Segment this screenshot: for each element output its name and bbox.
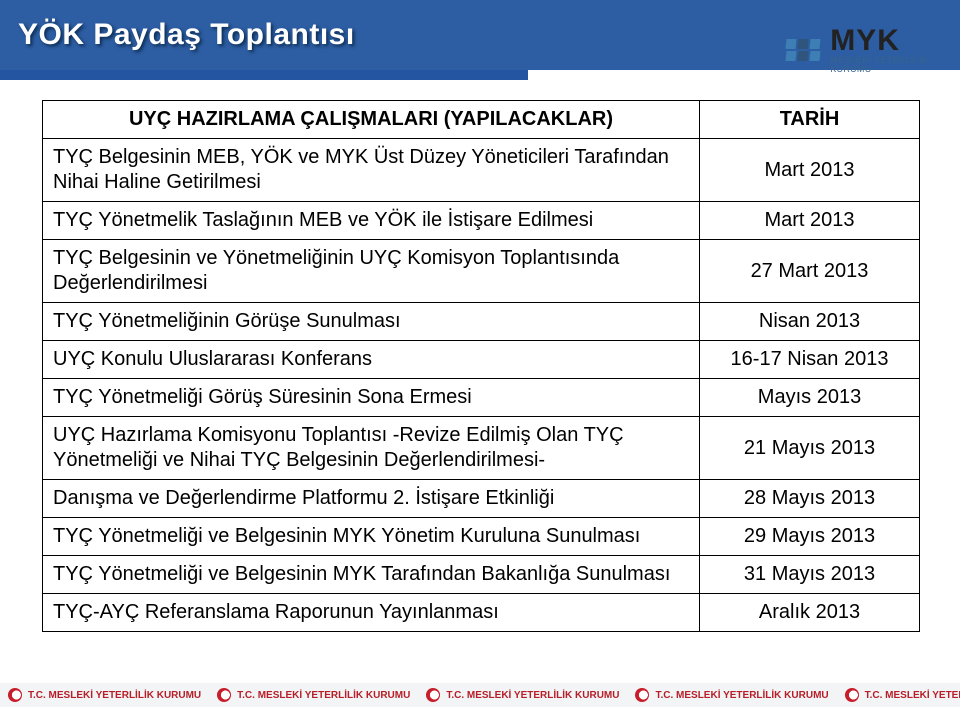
activity-cell: TYÇ Yönetmeliği Görüş Süresinin Sona Erm… xyxy=(43,379,700,417)
table-header-row: UYÇ HAZIRLAMA ÇALIŞMALARI (YAPILACAKLAR)… xyxy=(43,101,920,139)
slide: YÖK Paydaş Toplantısı MYK MESLEKİ YETERL… xyxy=(0,0,960,707)
table-header-date: TARİH xyxy=(700,101,920,139)
footer-item: T.C. MESLEKİ YETERLİLİK KURUMU xyxy=(837,688,960,702)
footer-label: T.C. MESLEKİ YETERLİLİK KURUMU xyxy=(28,690,201,701)
logo-mark-icon xyxy=(786,39,820,61)
table-row: TYÇ Yönetmeliği Görüş Süresinin Sona Erm… xyxy=(43,379,920,417)
table-row: UYÇ Hazırlama Komisyonu Toplantısı -Revi… xyxy=(43,417,920,480)
footer-item: T.C. MESLEKİ YETERLİLİK KURUMU xyxy=(0,688,209,702)
crescent-icon xyxy=(635,688,649,702)
banner-title: YÖK Paydaş Toplantısı xyxy=(18,18,355,52)
activity-cell: TYÇ Yönetmeliğinin Görüşe Sunulması xyxy=(43,303,700,341)
date-cell: 31 Mayıs 2013 xyxy=(700,556,920,594)
table-row: TYÇ Yönetmeliği ve Belgesinin MYK Tarafı… xyxy=(43,556,920,594)
date-cell: 28 Mayıs 2013 xyxy=(700,480,920,518)
activity-cell: TYÇ Belgesinin ve Yönetmeliğinin UYÇ Kom… xyxy=(43,240,700,303)
table-row: TYÇ-AYÇ Referanslama Raporunun Yayınlanm… xyxy=(43,594,920,632)
date-cell: Mart 2013 xyxy=(700,139,920,202)
date-cell: 27 Mart 2013 xyxy=(700,240,920,303)
logo-text: MYK MESLEKİ YETERLİLİK KURUMU xyxy=(830,26,928,74)
crescent-icon xyxy=(217,688,231,702)
date-cell: Mart 2013 xyxy=(700,202,920,240)
table-header-activities: UYÇ HAZIRLAMA ÇALIŞMALARI (YAPILACAKLAR) xyxy=(43,101,700,139)
activity-cell: TYÇ Yönetmelik Taslağının MEB ve YÖK ile… xyxy=(43,202,700,240)
footer-item: T.C. MESLEKİ YETERLİLİK KURUMU xyxy=(418,688,627,702)
activity-cell: TYÇ Yönetmeliği ve Belgesinin MYK Yöneti… xyxy=(43,518,700,556)
date-cell: Mayıs 2013 xyxy=(700,379,920,417)
date-cell: Aralık 2013 xyxy=(700,594,920,632)
activity-cell: TYÇ Belgesinin MEB, YÖK ve MYK Üst Düzey… xyxy=(43,139,700,202)
crescent-icon xyxy=(845,688,859,702)
date-cell: 21 Mayıs 2013 xyxy=(700,417,920,480)
footer-strip: T.C. MESLEKİ YETERLİLİK KURUMU T.C. MESLE… xyxy=(0,683,960,707)
table-body: TYÇ Belgesinin MEB, YÖK ve MYK Üst Düzey… xyxy=(43,139,920,632)
date-cell: 16-17 Nisan 2013 xyxy=(700,341,920,379)
logo-line2: KURUMU xyxy=(830,65,928,74)
activity-cell: Danışma ve Değerlendirme Platformu 2. İs… xyxy=(43,480,700,518)
date-cell: Nisan 2013 xyxy=(700,303,920,341)
table-row: TYÇ Belgesinin ve Yönetmeliğinin UYÇ Kom… xyxy=(43,240,920,303)
activity-cell: UYÇ Konulu Uluslararası Konferans xyxy=(43,341,700,379)
table-row: TYÇ Belgesinin MEB, YÖK ve MYK Üst Düzey… xyxy=(43,139,920,202)
footer-label: T.C. MESLEKİ YETERLİLİK KURUMU xyxy=(655,690,828,701)
activity-cell: TYÇ-AYÇ Referanslama Raporunun Yayınlanm… xyxy=(43,594,700,632)
activity-cell: TYÇ Yönetmeliği ve Belgesinin MYK Tarafı… xyxy=(43,556,700,594)
table-row: Danışma ve Değerlendirme Platformu 2. İs… xyxy=(43,480,920,518)
schedule-table: UYÇ HAZIRLAMA ÇALIŞMALARI (YAPILACAKLAR)… xyxy=(42,100,920,632)
table-row: TYÇ Yönetmelik Taslağının MEB ve YÖK ile… xyxy=(43,202,920,240)
footer-item: T.C. MESLEKİ YETERLİLİK KURUMU xyxy=(627,688,836,702)
footer-label: T.C. MESLEKİ YETERLİLİK KURUMU xyxy=(237,690,410,701)
table-row: UYÇ Konulu Uluslararası Konferans16-17 N… xyxy=(43,341,920,379)
logo: MYK MESLEKİ YETERLİLİK KURUMU xyxy=(786,26,928,74)
crescent-icon xyxy=(426,688,440,702)
crescent-icon xyxy=(8,688,22,702)
table-row: TYÇ Yönetmeliği ve Belgesinin MYK Yöneti… xyxy=(43,518,920,556)
footer-label: T.C. MESLEKİ YETERLİLİK KURUMU xyxy=(865,690,960,701)
accent-bar xyxy=(0,70,528,80)
footer-label: T.C. MESLEKİ YETERLİLİK KURUMU xyxy=(446,690,619,701)
table-row: TYÇ Yönetmeliğinin Görüşe SunulmasıNisan… xyxy=(43,303,920,341)
date-cell: 29 Mayıs 2013 xyxy=(700,518,920,556)
activity-cell: UYÇ Hazırlama Komisyonu Toplantısı -Revi… xyxy=(43,417,700,480)
logo-acronym: MYK xyxy=(830,26,928,56)
footer-item: T.C. MESLEKİ YETERLİLİK KURUMU xyxy=(209,688,418,702)
